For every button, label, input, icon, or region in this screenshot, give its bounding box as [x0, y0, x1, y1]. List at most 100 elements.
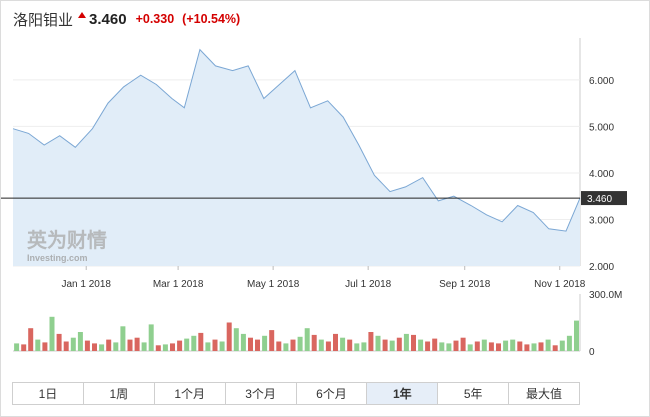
price-tick-label: 6.000 [589, 76, 614, 87]
volume-bar [63, 341, 69, 351]
price-tick-label: 3.000 [589, 215, 614, 226]
date-tick-label: May 1 2018 [247, 279, 300, 290]
volume-bar [318, 339, 324, 351]
price-change-percent: (+10.54%) [182, 12, 241, 26]
range-button-4[interactable]: 6个月 [297, 383, 368, 404]
range-button-1[interactable]: 1周 [84, 383, 155, 404]
volume-bar [432, 338, 438, 351]
volume-bar [212, 339, 218, 351]
volume-bar [340, 337, 346, 351]
volume-bar [77, 332, 83, 351]
date-tick-label: Jan 1 2018 [61, 279, 111, 290]
date-tick-label: Jul 1 2018 [345, 279, 392, 290]
volume-bar [226, 322, 232, 351]
watermark-en: Investing.com [27, 253, 88, 263]
volume-bar [205, 342, 211, 351]
volume-bar [481, 339, 487, 351]
volume-bar [99, 344, 105, 352]
volume-bar [389, 340, 395, 351]
volume-bar [191, 335, 197, 351]
volume-bar [106, 339, 112, 351]
watermark-cn: 英为财情 [27, 228, 107, 252]
volume-bar [134, 337, 140, 351]
volume-bar [56, 333, 62, 351]
volume-bar [453, 340, 459, 351]
volume-bar [375, 335, 381, 351]
volume-bar [162, 344, 168, 352]
volume-bar [170, 343, 175, 351]
range-button-7[interactable]: 最大值 [526, 387, 563, 401]
volume-bar [403, 333, 409, 351]
volume-bar [127, 339, 133, 351]
volume-bar [42, 342, 48, 351]
range-button-3[interactable]: 3个月 [226, 383, 297, 404]
volume-bar [233, 328, 239, 351]
volume-bar [269, 330, 275, 351]
quote-header: 洛阳钼业 3.460 +0.330 (+10.54%) [13, 7, 248, 31]
range-button-6[interactable]: 5年 [438, 383, 510, 404]
volume-bar [566, 335, 572, 351]
chart-area[interactable]: 英为财情 Investing.com 3.460 2.000 3.000 4.000… [1, 1, 650, 381]
range-button-0[interactable]: 1日 [13, 383, 84, 404]
volume-bar [148, 324, 154, 351]
volume-bar [283, 343, 289, 351]
volume-bar [396, 337, 402, 351]
volume-bar [446, 343, 452, 351]
volume-bar [28, 328, 34, 351]
volume-bar [113, 342, 119, 351]
volume-bar [92, 343, 97, 351]
volume-bar [84, 340, 90, 351]
range-selector: 1日 1周 1个月 3个月 6个月 1年 5年 最大值 [12, 382, 580, 405]
volume-bar [35, 339, 41, 351]
volume-bar [545, 339, 551, 351]
volume-bar [552, 345, 558, 351]
price-tick-label: 2.000 [589, 262, 614, 273]
volume-bar [574, 320, 579, 351]
price-tick-label: 4.000 [589, 169, 614, 180]
volume-bar [70, 337, 76, 351]
volume-bar [219, 341, 225, 351]
volume-bar [474, 341, 480, 351]
volume-bar [255, 339, 260, 351]
up-arrow-icon [78, 12, 87, 18]
volume-bar [418, 339, 424, 351]
volume-bar [411, 334, 416, 351]
last-price-marker: 3.460 [581, 191, 627, 206]
volume-bar [354, 343, 360, 351]
price-line [12, 48, 581, 232]
volume-bar [325, 341, 331, 351]
date-tick-label: Nov 1 2018 [534, 279, 586, 290]
volume-bar [524, 344, 530, 352]
range-button-2[interactable]: 1个月 [155, 383, 226, 404]
price-y-axis: 2.000 3.000 4.000 5.000 6.000 [589, 76, 614, 273]
volume-bars [13, 294, 581, 352]
volume-bar [510, 339, 516, 351]
volume-bar [333, 333, 338, 351]
price-area-fill [13, 49, 580, 266]
volume-bar [488, 342, 494, 351]
date-x-axis: Jan 1 2018 Mar 1 2018 May 1 2018 Jul 1 2018… [61, 266, 586, 290]
last-price-label: 3.460 [587, 194, 612, 205]
volume-bar [21, 344, 27, 352]
volume-bar [141, 342, 147, 351]
volume-bar [184, 338, 190, 351]
last-price: 3.460 [89, 10, 127, 28]
volume-bar [155, 345, 161, 351]
price-tick-label: 5.000 [589, 122, 614, 133]
volume-bar [198, 332, 204, 351]
volume-bar [347, 339, 353, 351]
volume-bar [559, 340, 565, 351]
volume-bar [496, 343, 501, 351]
volume-bar [382, 339, 388, 351]
range-button-5[interactable]: 1年 [367, 383, 439, 404]
volume-bar [297, 336, 303, 352]
date-tick-label: Mar 1 2018 [153, 279, 204, 290]
volume-bar [177, 340, 183, 351]
volume-bar [248, 337, 253, 351]
volume-bar [240, 333, 246, 351]
volume-bar [439, 342, 445, 351]
volume-bar [517, 341, 523, 351]
volume-bar [14, 343, 20, 351]
volume-bar [368, 332, 374, 351]
volume-bar [262, 335, 268, 351]
